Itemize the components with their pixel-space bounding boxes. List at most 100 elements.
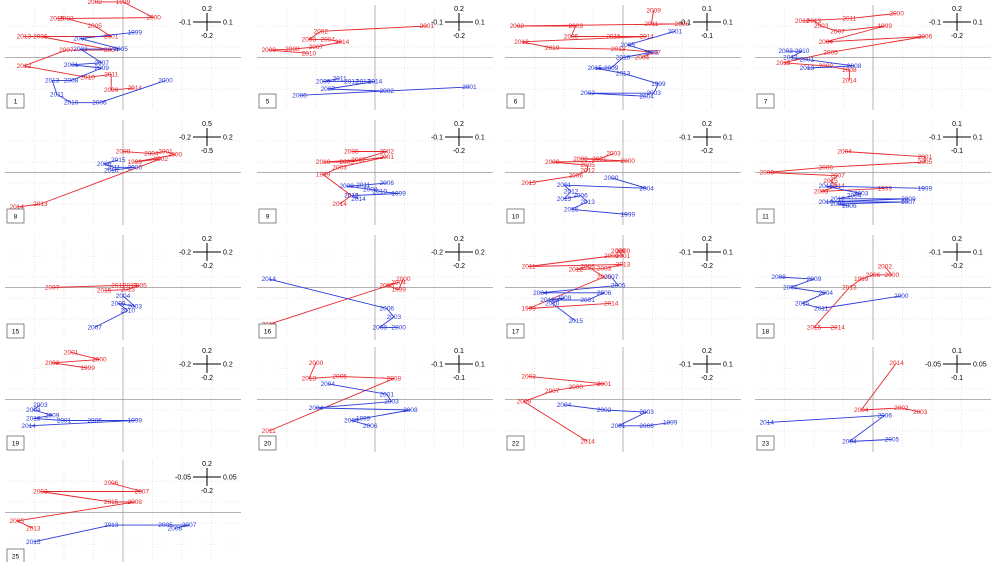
year-label-red: 2003 xyxy=(814,188,829,195)
year-label-red: 2002 xyxy=(380,149,395,156)
year-label-red: 2014 xyxy=(332,201,347,208)
year-label-red: 2014 xyxy=(580,439,595,446)
year-label-blue: 2001 xyxy=(557,182,572,189)
scale-label: -0.2 xyxy=(453,263,465,270)
year-label-red: 2014 xyxy=(889,360,904,367)
year-label-red: 2002 xyxy=(894,405,909,412)
trajectory-red xyxy=(23,1,155,91)
year-label-blue: 2004 xyxy=(533,290,548,297)
panel-id-box xyxy=(6,93,25,109)
year-label-red: 2004 xyxy=(391,279,406,286)
year-label-red: 2012 xyxy=(580,167,595,174)
year-label-blue: 2001 xyxy=(462,84,477,91)
scale-label: 0.1 xyxy=(973,250,983,257)
year-label-blue: 1999 xyxy=(128,418,143,425)
panel-id-box xyxy=(6,208,25,224)
year-label-blue: 2010 xyxy=(616,55,631,62)
year-label-red: 2008 xyxy=(573,156,588,163)
year-label-red: 2003 xyxy=(521,373,536,380)
year-label-blue: 2007 xyxy=(95,60,110,67)
scale-label: -0.1 xyxy=(431,20,443,27)
scale-label: 0.1 xyxy=(223,20,233,27)
panel-id-label: 5 xyxy=(266,99,270,106)
scale-label: 0.2 xyxy=(702,121,712,128)
year-label-red: 2013 xyxy=(17,34,32,41)
scale-label: -0.1 xyxy=(679,250,691,257)
year-label-red: 2000 xyxy=(168,152,183,159)
year-label-red: 1999 xyxy=(80,365,95,372)
year-label-red: 2014 xyxy=(10,204,25,211)
scale-label: 0.05 xyxy=(973,362,987,369)
year-label-blue: 2009 xyxy=(316,79,331,86)
year-label-blue: 2012 xyxy=(540,297,555,304)
year-label-red: 2005 xyxy=(339,159,354,166)
year-label-red: 2004 xyxy=(837,149,852,156)
year-label-blue: 2012 xyxy=(830,196,845,203)
year-label-blue: 2004 xyxy=(639,185,654,192)
scale-label: 0.1 xyxy=(973,135,983,142)
trajectory-blue xyxy=(785,50,855,69)
year-label-red: 2004 xyxy=(104,47,119,54)
year-label-red: 2006 xyxy=(569,173,584,180)
scale-label: -0.1 xyxy=(701,33,713,40)
year-label-blue: 2008 xyxy=(168,525,183,532)
scale-label: 0.2 xyxy=(202,236,212,243)
panel-id-label: 20 xyxy=(264,441,272,448)
year-label-red: 2001 xyxy=(420,23,435,30)
year-label-red: 2013 xyxy=(33,201,48,208)
year-label-blue: 2003 xyxy=(33,402,48,409)
year-label-blue: 2009 xyxy=(45,412,60,419)
year-label-blue: 2008 xyxy=(97,161,112,168)
year-label-red: 1999 xyxy=(878,23,893,30)
year-label-red: 2003 xyxy=(913,409,928,416)
year-label-blue: 2012 xyxy=(783,55,798,62)
year-label-blue: 2007 xyxy=(182,522,197,529)
year-label-red: 2015 xyxy=(104,499,119,506)
panel-id-label: 1 xyxy=(14,99,18,106)
year-label-red: 2011 xyxy=(522,264,536,271)
year-label-blue: 2004 xyxy=(819,290,834,297)
scale-label: 0.2 xyxy=(454,121,464,128)
trajectory-blue xyxy=(778,276,902,309)
year-label-blue: 2010 xyxy=(795,48,810,55)
year-label-blue: 2013 xyxy=(26,415,41,422)
scale-label: 0.5 xyxy=(202,121,212,128)
year-label-blue: 2014 xyxy=(760,420,775,427)
year-label-red: 2001 xyxy=(380,154,395,161)
panel-id-label: 8 xyxy=(14,214,18,221)
year-label-blue: 2003 xyxy=(128,303,143,310)
year-label-red: 2003 xyxy=(59,16,74,23)
trajectory-blue xyxy=(94,295,136,328)
year-label-blue: 2004 xyxy=(116,293,131,300)
trajectory-red xyxy=(268,278,404,325)
panel-id-label: 18 xyxy=(762,329,770,336)
trajectory-red xyxy=(766,151,926,192)
scale-label: -0.2 xyxy=(179,362,191,369)
year-label-blue: 2008 xyxy=(847,63,862,70)
year-label-red: 2010 xyxy=(545,45,560,52)
scale-label: -0.5 xyxy=(201,148,213,155)
year-label-blue: 2003 xyxy=(778,48,793,55)
year-label-red: 2002 xyxy=(87,0,102,6)
year-label-red: 2009 xyxy=(545,159,560,166)
year-label-red: 2004 xyxy=(854,407,869,414)
scale-label: -0.1 xyxy=(929,250,941,257)
year-label-red: 2001 xyxy=(918,154,933,161)
scale-label: -0.2 xyxy=(951,33,963,40)
year-label-blue: 2000 xyxy=(391,324,406,331)
year-label-blue: 2015 xyxy=(344,193,359,200)
year-label-red: 2007 xyxy=(135,489,150,496)
scale-label: -0.1 xyxy=(679,362,691,369)
year-label-red: 2011 xyxy=(644,21,658,28)
scale-label: 0.1 xyxy=(702,6,712,13)
year-label-red: 2006 xyxy=(33,34,48,41)
year-label-blue: 2000 xyxy=(604,175,619,182)
year-label-blue: 2001 xyxy=(57,418,72,425)
year-label-red: 2014 xyxy=(842,78,857,85)
year-label-red: 1999 xyxy=(128,159,143,166)
year-label-red: 2008 xyxy=(387,376,402,383)
year-label-blue: 2009 xyxy=(339,183,354,190)
